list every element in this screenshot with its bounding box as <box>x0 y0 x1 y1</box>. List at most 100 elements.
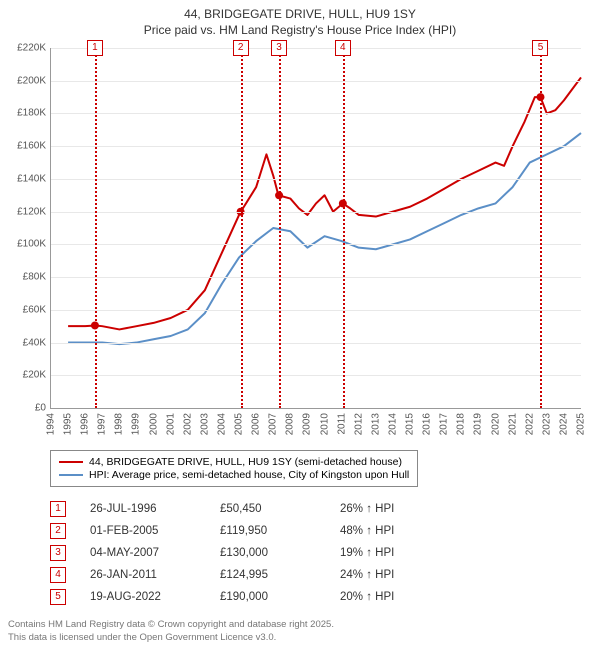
chart-plot-area: £0£20K£40K£60K£80K£100K£120K£140K£160K£1… <box>50 48 581 409</box>
y-axis-label: £80K <box>0 272 46 283</box>
title-line1: 44, BRIDGEGATE DRIVE, HULL, HU9 1SY <box>0 6 600 22</box>
sales-table-row: 5 19-AUG-2022£190,00020% ↑ HPI <box>50 586 460 608</box>
y-axis-label: £180K <box>0 108 46 119</box>
x-axis-label: 2019 <box>473 413 484 435</box>
sale-marker-box: 4 <box>335 40 351 56</box>
x-axis-label: 1994 <box>46 413 57 435</box>
y-axis-label: £20K <box>0 370 46 381</box>
x-axis-label: 2023 <box>541 413 552 435</box>
x-axis-label: 1996 <box>80 413 91 435</box>
chart-lines-svg <box>51 48 581 408</box>
sale-marker-line <box>343 48 345 408</box>
y-axis-label: £60K <box>0 304 46 315</box>
gridline <box>51 113 581 114</box>
x-axis-label: 1995 <box>63 413 74 435</box>
sales-table: 126-JUL-1996£50,45026% ↑ HPI 2 01-FEB-2005… <box>50 498 460 608</box>
y-axis-label: £200K <box>0 75 46 86</box>
sales-row-delta: 20% ↑ HPI <box>340 591 460 603</box>
x-axis-label: 2016 <box>422 413 433 435</box>
x-axis-label: 2007 <box>268 413 279 435</box>
sales-row-date: 04-MAY-2007 <box>90 547 220 559</box>
sale-marker-line <box>540 48 542 408</box>
x-axis-label: 2000 <box>148 413 159 435</box>
x-axis-label: 2018 <box>456 413 467 435</box>
gridline <box>51 277 581 278</box>
x-axis-label: 2005 <box>234 413 245 435</box>
gridline <box>51 244 581 245</box>
footer-line1: Contains HM Land Registry data © Crown c… <box>8 619 334 631</box>
x-axis-label: 2020 <box>490 413 501 435</box>
sales-row-delta: 48% ↑ HPI <box>340 525 460 537</box>
x-axis-label: 2014 <box>387 413 398 435</box>
x-axis-label: 2010 <box>319 413 330 435</box>
sale-marker-box: 1 <box>87 40 103 56</box>
legend-box: 44, BRIDGEGATE DRIVE, HULL, HU9 1SY (sem… <box>50 450 418 487</box>
legend-swatch <box>59 474 83 476</box>
footer-line2: This data is licensed under the Open Gov… <box>8 632 334 644</box>
x-axis-label: 2002 <box>182 413 193 435</box>
sales-table-row: 3 04-MAY-2007£130,00019% ↑ HPI <box>50 542 460 564</box>
sales-row-date: 19-AUG-2022 <box>90 591 220 603</box>
y-axis-label: £140K <box>0 173 46 184</box>
sale-marker-line <box>279 48 281 408</box>
legend-label: HPI: Average price, semi-detached house,… <box>89 469 409 481</box>
sales-row-index: 2 <box>50 523 66 539</box>
gridline <box>51 179 581 180</box>
gridline <box>51 212 581 213</box>
gridline <box>51 48 581 49</box>
sales-table-row: 4 26-JAN-2011£124,99524% ↑ HPI <box>50 564 460 586</box>
sales-row-delta: 19% ↑ HPI <box>340 547 460 559</box>
x-axis-label: 2009 <box>302 413 313 435</box>
sales-row-delta: 24% ↑ HPI <box>340 569 460 581</box>
legend-row: HPI: Average price, semi-detached house,… <box>59 469 409 481</box>
x-axis-label: 2025 <box>576 413 587 435</box>
x-axis-label: 2008 <box>285 413 296 435</box>
sale-marker-line <box>241 48 243 408</box>
x-axis-label: 2004 <box>216 413 227 435</box>
gridline <box>51 146 581 147</box>
sales-row-price: £190,000 <box>220 591 340 603</box>
sales-row-index: 5 <box>50 589 66 605</box>
sales-row-price: £130,000 <box>220 547 340 559</box>
sales-row-price: £119,950 <box>220 525 340 537</box>
title-line2: Price paid vs. HM Land Registry's House … <box>0 22 600 38</box>
sales-row-date: 01-FEB-2005 <box>90 525 220 537</box>
sales-row-index: 3 <box>50 545 66 561</box>
y-axis-label: £220K <box>0 43 46 54</box>
sales-row-date: 26-JUL-1996 <box>90 503 220 515</box>
sales-row-price: £50,450 <box>220 503 340 515</box>
sales-row-price: £124,995 <box>220 569 340 581</box>
x-axis-label: 1998 <box>114 413 125 435</box>
legend-row: 44, BRIDGEGATE DRIVE, HULL, HU9 1SY (sem… <box>59 456 409 468</box>
x-axis-label: 1997 <box>97 413 108 435</box>
footer-attribution: Contains HM Land Registry data © Crown c… <box>8 619 334 644</box>
x-axis-label: 2012 <box>353 413 364 435</box>
y-axis-label: £160K <box>0 141 46 152</box>
sales-row-delta: 26% ↑ HPI <box>340 503 460 515</box>
x-axis-label: 2015 <box>405 413 416 435</box>
x-axis-label: 2013 <box>370 413 381 435</box>
x-axis-label: 2003 <box>199 413 210 435</box>
x-axis-label: 2011 <box>336 413 347 435</box>
series-line <box>68 77 581 329</box>
sales-table-row: 126-JUL-1996£50,45026% ↑ HPI <box>50 498 460 520</box>
sale-marker-box: 5 <box>532 40 548 56</box>
gridline <box>51 310 581 311</box>
y-axis-label: £40K <box>0 337 46 348</box>
sales-row-index: 4 <box>50 567 66 583</box>
x-axis-label: 2017 <box>439 413 450 435</box>
legend-swatch <box>59 461 83 463</box>
x-axis-label: 2022 <box>524 413 535 435</box>
sales-row-date: 26-JAN-2011 <box>90 569 220 581</box>
x-axis-label: 2024 <box>558 413 569 435</box>
gridline <box>51 375 581 376</box>
sale-marker-line <box>95 48 97 408</box>
x-axis-label: 2001 <box>165 413 176 435</box>
chart-container: 44, BRIDGEGATE DRIVE, HULL, HU9 1SY Pric… <box>0 0 600 650</box>
gridline <box>51 81 581 82</box>
legend-label: 44, BRIDGEGATE DRIVE, HULL, HU9 1SY (sem… <box>89 456 402 468</box>
title-block: 44, BRIDGEGATE DRIVE, HULL, HU9 1SY Pric… <box>0 0 600 38</box>
y-axis-label: £100K <box>0 239 46 250</box>
gridline <box>51 343 581 344</box>
sale-marker-box: 2 <box>233 40 249 56</box>
